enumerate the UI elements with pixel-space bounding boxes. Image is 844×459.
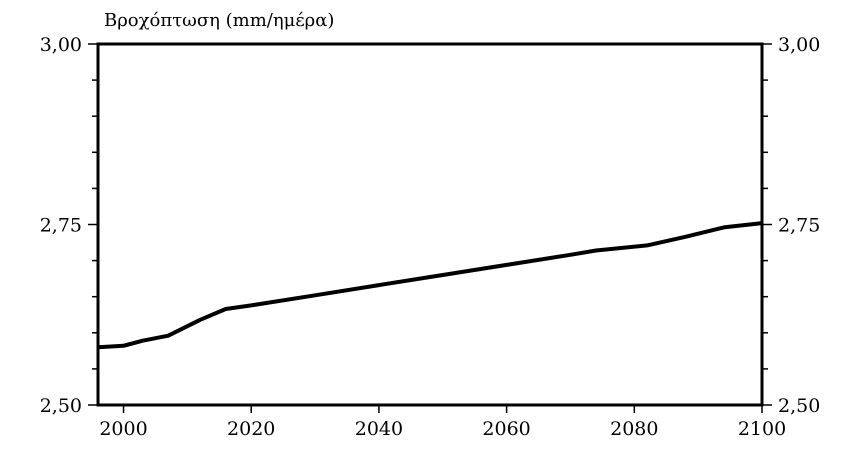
x-tick-label: 2060 bbox=[482, 418, 530, 440]
x-tick-label: 2000 bbox=[99, 418, 147, 440]
y-tick-label-right: 3,00 bbox=[778, 34, 820, 56]
ticks-layer bbox=[88, 43, 772, 413]
chart-title: Βροχόπτωση (mm/ημέρα) bbox=[104, 10, 334, 31]
tick-labels-layer: 2,50 2,50 2,75 2,75 3,00 3,00 2000 2020 2040 2060… bbox=[40, 34, 821, 440]
x-tick-label: 2020 bbox=[227, 418, 275, 440]
y-tick-label-left: 3,00 bbox=[40, 34, 82, 56]
rainfall-series-line bbox=[97, 221, 763, 350]
x-tick-label: 2080 bbox=[610, 418, 658, 440]
y-tick-label-right: 2,50 bbox=[778, 395, 820, 417]
x-tick-label: 2100 bbox=[738, 418, 786, 440]
x-tick-label: 2040 bbox=[355, 418, 403, 440]
y-tick-label-left: 2,50 bbox=[40, 395, 82, 417]
y-tick-label-right: 2,75 bbox=[778, 215, 820, 237]
y-tick-label-left: 2,75 bbox=[40, 215, 82, 237]
series-layer bbox=[97, 221, 763, 350]
plot-frame bbox=[96, 42, 764, 407]
